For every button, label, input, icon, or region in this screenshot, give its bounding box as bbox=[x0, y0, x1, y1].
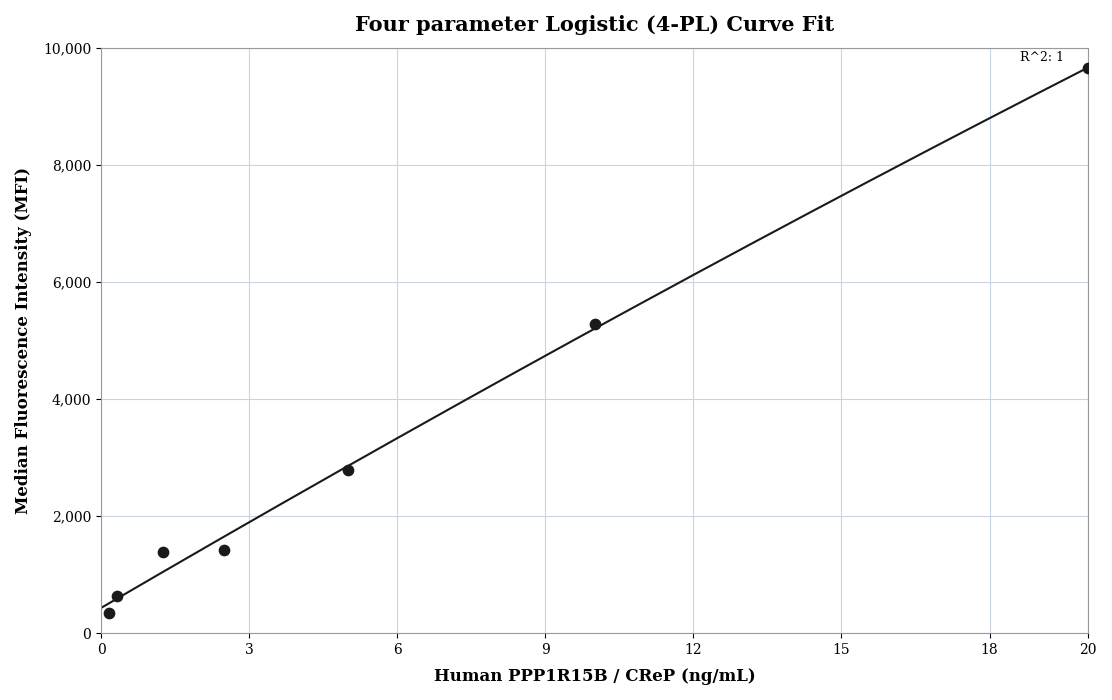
Point bbox=[1080, 62, 1098, 74]
Text: R^2: 1: R^2: 1 bbox=[1020, 50, 1063, 64]
Point bbox=[586, 318, 604, 330]
X-axis label: Human PPP1R15B / CReP (ng/mL): Human PPP1R15B / CReP (ng/mL) bbox=[434, 668, 755, 685]
Point bbox=[108, 590, 126, 601]
Point bbox=[339, 465, 357, 476]
Title: Four parameter Logistic (4-PL) Curve Fit: Four parameter Logistic (4-PL) Curve Fit bbox=[355, 15, 834, 35]
Y-axis label: Median Fluorescence Intensity (MFI): Median Fluorescence Intensity (MFI) bbox=[14, 167, 32, 514]
Point bbox=[216, 545, 234, 556]
Point bbox=[100, 607, 118, 618]
Point bbox=[153, 546, 171, 557]
